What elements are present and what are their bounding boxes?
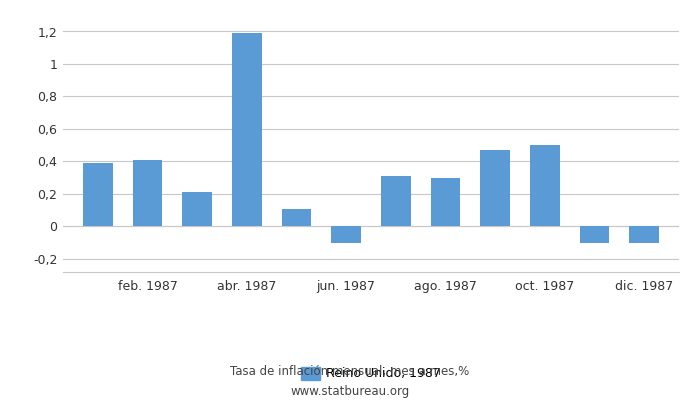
Text: www.statbureau.org: www.statbureau.org — [290, 386, 410, 398]
Bar — [281, 209, 312, 226]
Bar — [530, 145, 560, 226]
Bar — [580, 226, 610, 243]
Text: Tasa de inflación mensual, mes a mes,%: Tasa de inflación mensual, mes a mes,% — [230, 366, 470, 378]
Bar — [182, 192, 212, 226]
Legend: Reino Unido, 1987: Reino Unido, 1987 — [296, 362, 446, 385]
Bar — [381, 176, 411, 226]
Bar — [83, 163, 113, 226]
Bar — [430, 178, 461, 226]
Bar — [480, 150, 510, 226]
Bar — [232, 33, 262, 226]
Bar — [132, 160, 162, 226]
Bar — [331, 226, 361, 243]
Bar — [629, 226, 659, 243]
